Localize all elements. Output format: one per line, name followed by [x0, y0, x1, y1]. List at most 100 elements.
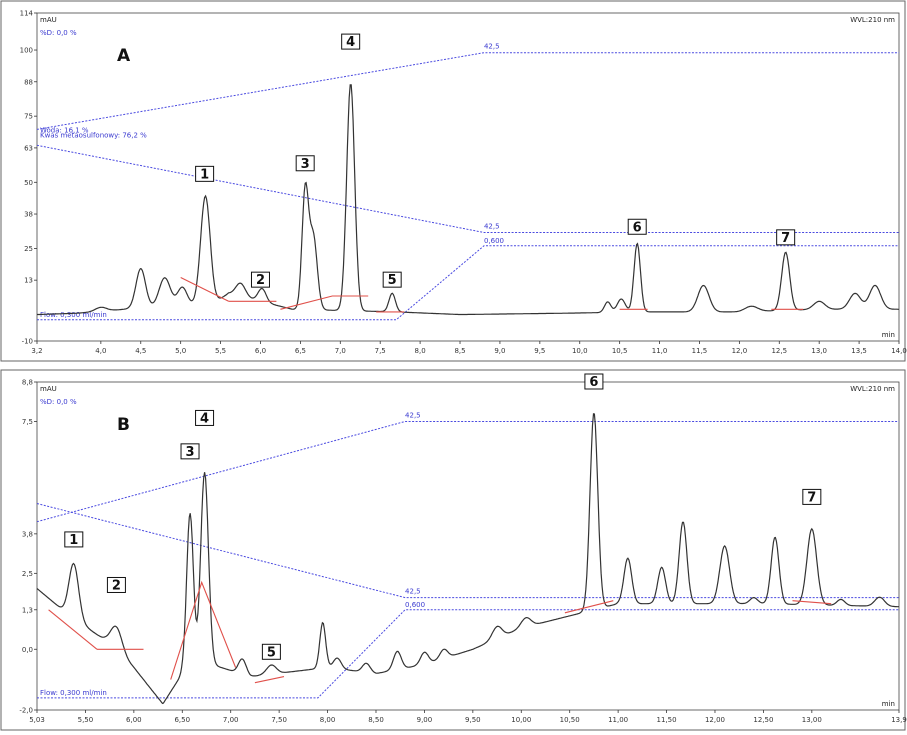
panel-a-y-tick-label: 25: [24, 245, 33, 253]
panel-a-x-tick-label: 13,5: [851, 347, 867, 355]
panel-a-x-tick-label: 12,5: [771, 347, 787, 355]
panel-b-x-tick-label: 9,50: [465, 716, 481, 724]
panel-a-x-tick-label: 5,0: [175, 347, 186, 355]
panel-b-x-tick-label: 13,00: [802, 716, 822, 724]
panel-b-y-tick-label: -2,0: [19, 707, 33, 715]
panel-b-signal-trace: [36, 413, 899, 705]
panel-b-peak-label-box: [584, 373, 604, 390]
panel-a-peak-label-box: [195, 165, 215, 182]
panel-a-peak-label-box: [627, 218, 647, 235]
panel-b-x-tick-label: 8,00: [320, 716, 336, 724]
panel-a-peak-label-3: 3: [301, 157, 310, 172]
panel-a-peak-label-box: [295, 155, 315, 172]
panel-b-peak-label-4: 4: [200, 411, 209, 426]
panel-b-peak-label-1: 1: [69, 533, 78, 548]
panel-b-integration-line: [564, 600, 614, 614]
panel-b-peak-label-box: [106, 576, 126, 593]
panel-a-x-tick-label: 4,0: [95, 347, 106, 355]
panel-b-gradient-water-line: [36, 421, 899, 523]
panel-b-peak-label-7: 7: [807, 490, 816, 505]
panel-a-y-tick-label: 88: [24, 78, 33, 86]
panel-b-x-tick-label: 7,50: [271, 716, 287, 724]
panel-b-y-tick-label: 8,8: [22, 379, 33, 387]
panel-a-x-tick-label: 4,5: [135, 347, 146, 355]
panel-a-signal-trace: [37, 84, 899, 316]
panel-b-peak-label-6: 6: [589, 375, 598, 390]
panel-b-x-tick-label: 5,50: [78, 716, 94, 724]
panel-b-integration-line: [48, 609, 98, 650]
panel-a-peak-label-4: 4: [346, 35, 355, 50]
panel-b-x-tick-label: 8,50: [368, 716, 384, 724]
panel-a-peak-label-box: [776, 229, 796, 246]
panel-a-x-tick-label: 6,0: [255, 347, 266, 355]
panel-a-x-tick-label: 8,0: [415, 347, 426, 355]
panel-a-x-tick-label: 7,5: [375, 347, 386, 355]
chromatogram-panel-b: -2,0 0,0 1,3 2,5 3,8 7,5 8,8 5,03 5,50 6,00 6,50 7,…: [0, 369, 907, 731]
panel-a-x-tick-label: 10,5: [612, 347, 628, 355]
panel-a-gradient-water-line: [36, 52, 899, 130]
panel-b-peak-label-5: 5: [267, 645, 276, 660]
panel-a-y-tick-label: 75: [24, 113, 33, 121]
panel-b-x-tick-label: 10,50: [560, 716, 580, 724]
panel-a-gradient-water-end-label: 42,5: [484, 43, 500, 51]
panel-b-gradient-acid-line: [36, 503, 899, 599]
panel-a-y-tick-label: -10: [22, 338, 33, 346]
panel-b-x-axis-unit: min: [882, 700, 895, 708]
panel-b-y-tick-label: 1,3: [22, 606, 33, 614]
panel-b-x-tick-label: 11,50: [657, 716, 677, 724]
panel-b-x-tick-label: 13,9: [891, 716, 907, 724]
chromatogram-b-svg: -2,0 0,0 1,3 2,5 3,8 7,5 8,8 5,03 5,50 6,00 6,50 7,…: [0, 369, 907, 731]
panel-a-peak-label-box: [250, 271, 270, 288]
panel-a-x-tick-label: 6,5: [295, 347, 306, 355]
panel-b-peak-label-box: [261, 643, 281, 660]
panel-b-y-tick-label: 2,5: [22, 570, 33, 578]
chromatogram-panel-a: -10 13 25 38 50 63 75 88 100 114 3,2 4,0 4,5 5,0 5,5 6,…: [0, 0, 907, 362]
panel-a-outer-frame: [0, 0, 906, 362]
panel-b-x-tick-label: 9,00: [417, 716, 433, 724]
panel-a-integration-line: [280, 295, 369, 310]
panel-a-wavelength-label: WVL:210 nm: [850, 16, 895, 24]
panel-b-x-tick-label: 12,50: [753, 716, 773, 724]
panel-a-x-tick-label: 8,5: [454, 347, 465, 355]
panel-b-flow-end-label: 0,600: [405, 601, 425, 609]
panel-b-flow-start-label: Flow: 0,300 ml/min: [40, 689, 107, 697]
panel-b-peak-label-box: [195, 409, 215, 426]
panel-b-unit-label: mAU: [40, 385, 57, 393]
panel-b-x-tick-label: 7,00: [223, 716, 239, 724]
panel-a-gradient-acid-end-label: 42,5: [484, 223, 500, 231]
panel-b-y-tick-label: 3,8: [22, 530, 33, 538]
panel-b-percent-d-label: %D: 0,0 %: [40, 398, 77, 406]
panel-a-peak-label-6: 6: [633, 220, 642, 235]
panel-a-water-start-label: Woda: 16,1 %: [40, 126, 89, 134]
panel-a-y-tick-label: 100: [20, 47, 33, 55]
panel-b-peak-label-2: 2: [112, 578, 121, 593]
panel-a-x-tick-label: 9,5: [534, 347, 545, 355]
panel-a-x-axis-unit: min: [882, 331, 895, 339]
panel-a-panel-label: A: [117, 46, 131, 66]
panel-a-x-tick-label: 13,0: [811, 347, 827, 355]
panel-a-x-tick-label: 3,2: [31, 347, 42, 355]
panel-a-x-tick-label: 11,5: [692, 347, 708, 355]
panel-a-percent-d-label: %D: 0,0 %: [40, 29, 77, 37]
panel-a-flow-end-label: 0,600: [484, 237, 504, 245]
panel-b-x-tick-label: 6,00: [126, 716, 142, 724]
panel-a-peak-label-box: [382, 271, 402, 288]
panel-a-x-tick-label: 11,0: [652, 347, 668, 355]
panel-b-integration-line: [254, 676, 285, 684]
panel-b-x-tick-label: 12,00: [705, 716, 725, 724]
panel-a-y-tick-label: 50: [24, 179, 33, 187]
panel-b-integration-line: [170, 580, 237, 680]
panel-b-gradient-acid-end-label: 42,5: [405, 588, 421, 596]
panel-a-plot-frame: [36, 12, 900, 342]
panel-b-plot-frame: [36, 381, 900, 711]
panel-b-peak-label-3: 3: [186, 445, 195, 460]
panel-a-acid-start-label: Kwas metaosulfonowy: 76,2 %: [40, 131, 147, 139]
panel-b-gradient-water-end-label: 42,5: [405, 411, 421, 419]
panel-a-x-tick-label: 7,0: [335, 347, 346, 355]
panel-a-gradient-flow-line: [37, 245, 899, 321]
panel-b-x-tick-label: 11,00: [608, 716, 628, 724]
panel-b-y-tick-label: 7,5: [22, 418, 33, 426]
panel-a-y-tick-label: 38: [24, 211, 33, 219]
panel-a-gradient-acid-line: [36, 144, 899, 233]
panel-a-peak-label-5: 5: [388, 273, 397, 288]
